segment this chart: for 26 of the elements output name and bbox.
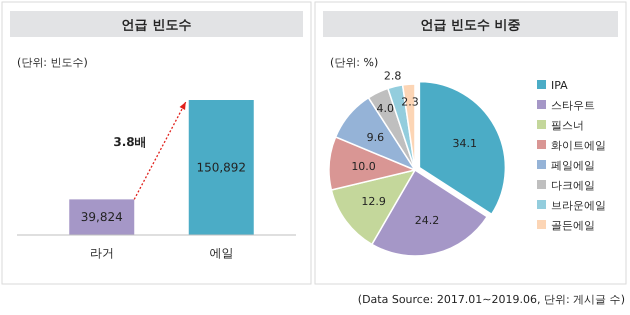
legend-label: 스타우트 [551, 99, 595, 112]
x-tick-label: 에일 [209, 246, 234, 260]
chart-subtitle: (단위: %) [330, 56, 378, 69]
text: (Data Source: 2017.01~2019.06, 단위: 게시글 수) [358, 293, 625, 306]
data-label: 9.6 [366, 130, 384, 144]
data-label: 2.8 [384, 69, 402, 82]
legend-label: IPA [551, 79, 568, 92]
legend-label: 골든에일 [551, 219, 595, 232]
annotation: 3.8배 [113, 135, 147, 149]
data-label: 150,892 [196, 160, 246, 174]
data-label: 12.9 [361, 194, 386, 208]
legend-label: 필스너 [551, 119, 584, 132]
chart-title: 언급 빈도수 비중 [420, 18, 521, 33]
chart-title: 언급 빈도수 [122, 18, 192, 33]
data-label: 39,824 [80, 210, 123, 224]
x-tick-label: 라거 [90, 246, 114, 260]
legend-label: 화이트에일 [551, 139, 606, 152]
data-label: 10.0 [351, 160, 376, 173]
data-label: 24.2 [414, 214, 440, 228]
data-label: 34.1 [452, 136, 477, 150]
legend-label: 페일에일 [551, 159, 595, 172]
legend-label: 브라운에일 [551, 199, 606, 212]
data-label: 2.3 [401, 95, 419, 108]
chart-subtitle: (단위: 빈도수) [17, 56, 88, 69]
data-label: 4.0 [376, 102, 394, 115]
legend-label: 다크에일 [551, 179, 595, 192]
